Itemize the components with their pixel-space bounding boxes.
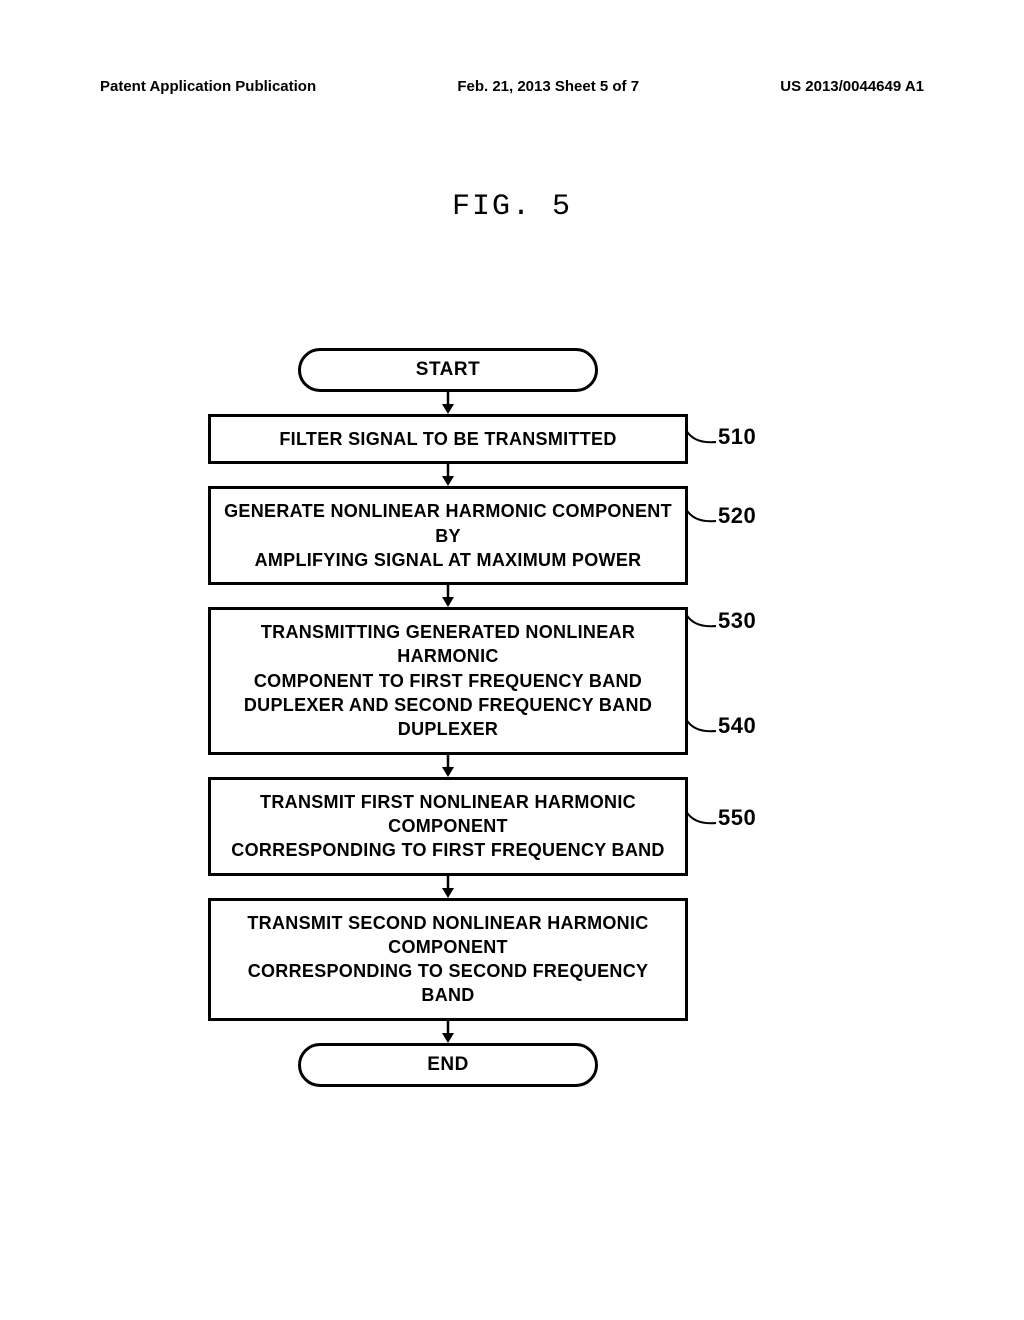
- process-label: TRANSMIT SECOND NONLINEAR HARMONIC COMPO…: [219, 911, 677, 1008]
- process-box-550: TRANSMIT SECOND NONLINEAR HARMONIC COMPO…: [208, 898, 688, 1021]
- ref-connector-540: [684, 715, 720, 744]
- arrow-down: [208, 1021, 688, 1043]
- end-terminal: END: [298, 1043, 598, 1087]
- ref-connector-550: [684, 807, 720, 836]
- arrow-down: [208, 755, 688, 777]
- arrow-down: [208, 585, 688, 607]
- ref-label-540: 540: [718, 713, 756, 739]
- process-label: TRANSMITTING GENERATED NONLINEAR HARMONI…: [219, 620, 677, 741]
- ref-connector-520: [684, 505, 720, 534]
- header-center: Feb. 21, 2013 Sheet 5 of 7: [457, 78, 639, 95]
- process-box-540: TRANSMIT FIRST NONLINEAR HARMONIC COMPON…: [208, 777, 688, 876]
- ref-connector-530: [684, 610, 720, 639]
- arrow-down: [208, 876, 688, 898]
- header-right: US 2013/0044649 A1: [780, 78, 924, 95]
- header-left: Patent Application Publication: [100, 78, 316, 95]
- ref-label-520: 520: [718, 503, 756, 529]
- terminal-label: END: [427, 1054, 469, 1076]
- arrow-down: [208, 464, 688, 486]
- ref-connector-510: [684, 426, 720, 455]
- terminal-label: START: [416, 359, 480, 381]
- ref-label-530: 530: [718, 608, 756, 634]
- page-header: Patent Application Publication Feb. 21, …: [0, 78, 1024, 95]
- flowchart: START FILTER SIGNAL TO BE TRANSMITTED 51…: [0, 348, 1024, 1087]
- ref-label-550: 550: [718, 805, 756, 831]
- process-box-510: FILTER SIGNAL TO BE TRANSMITTED: [208, 414, 688, 464]
- process-label: GENERATE NONLINEAR HARMONIC COMPONENT BY…: [219, 499, 677, 572]
- process-label: FILTER SIGNAL TO BE TRANSMITTED: [279, 427, 616, 451]
- process-box-530: TRANSMITTING GENERATED NONLINEAR HARMONI…: [208, 607, 688, 754]
- process-box-520: GENERATE NONLINEAR HARMONIC COMPONENT BY…: [208, 486, 688, 585]
- arrow-down: [208, 392, 688, 414]
- process-label: TRANSMIT FIRST NONLINEAR HARMONIC COMPON…: [219, 790, 677, 863]
- start-terminal: START: [298, 348, 598, 392]
- ref-label-510: 510: [718, 424, 756, 450]
- figure-title: FIG. 5: [0, 190, 1024, 224]
